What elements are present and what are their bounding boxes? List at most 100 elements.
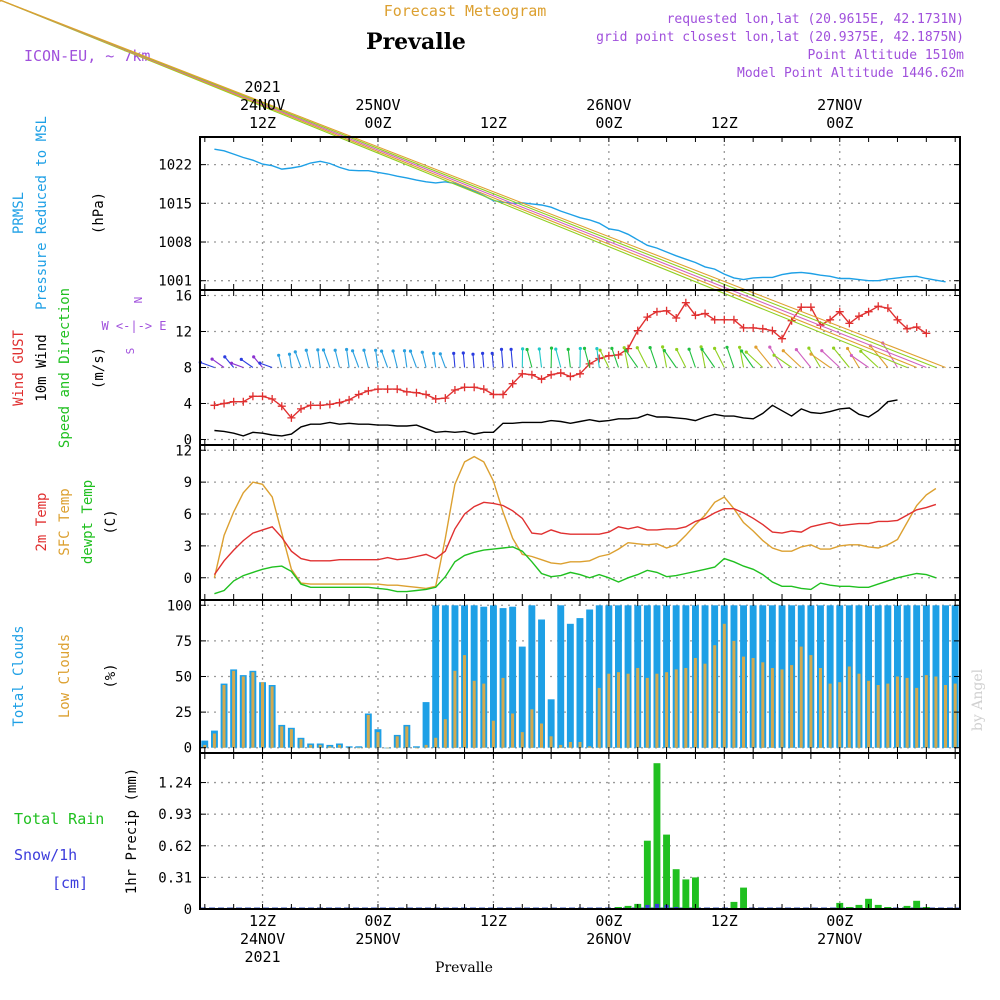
gust-marker xyxy=(691,311,700,320)
gust-marker xyxy=(393,385,402,394)
wind-arrow-head xyxy=(554,347,558,351)
low-clouds-bar xyxy=(732,640,736,748)
wind-arrow-head xyxy=(624,349,628,353)
wind-arrow xyxy=(0,0,937,369)
precip-unit: 1hr Precip (mm) xyxy=(124,768,140,894)
total-clouds-bar xyxy=(884,605,892,748)
wind-arrow-head xyxy=(595,347,599,351)
temp-label: SFC Temp xyxy=(57,488,73,555)
gust-marker xyxy=(922,329,931,338)
wind-arrow xyxy=(795,349,812,368)
dewpoint-line xyxy=(214,546,937,595)
top-time-label: 00Z xyxy=(826,114,853,132)
wind-arrow-head xyxy=(744,350,748,354)
low-clouds-bar xyxy=(742,656,745,748)
y-tick-label: 1015 xyxy=(158,196,192,212)
low-clouds-bar xyxy=(549,736,553,748)
wind-arrow xyxy=(253,356,263,368)
low-clouds-bar xyxy=(357,747,361,749)
gust-marker xyxy=(556,368,565,377)
wind-arrow-head xyxy=(768,345,772,349)
gust-marker xyxy=(441,394,450,403)
gust-marker xyxy=(248,392,257,401)
wind-arrow xyxy=(688,349,696,368)
wind-arrow xyxy=(741,350,754,368)
total-clouds-bar xyxy=(874,605,882,748)
low-clouds-bar xyxy=(790,665,794,748)
rain-bar xyxy=(855,904,863,909)
top-time-label: 27NOV xyxy=(817,96,862,114)
low-clouds-bar xyxy=(491,720,495,748)
y-tick-label: 0 xyxy=(184,741,192,757)
low-clouds-bar xyxy=(895,676,899,748)
wind-arrow xyxy=(0,0,927,369)
gust-marker xyxy=(662,306,671,315)
wind-arrow xyxy=(538,348,543,368)
wind-arrow-head xyxy=(754,345,758,349)
wind-arrow-head xyxy=(481,351,485,355)
gust-marker xyxy=(652,307,661,316)
low-clouds-bar xyxy=(289,729,293,748)
model-altitude: Model Point Altitude 1446.62m xyxy=(737,66,964,81)
low-clouds-bar xyxy=(472,680,476,748)
total-clouds-bar xyxy=(538,619,545,748)
low-clouds-bar xyxy=(819,668,822,748)
rain-bar xyxy=(653,763,661,909)
gust-marker xyxy=(710,315,719,324)
gust-marker xyxy=(479,385,488,394)
wind-arrow xyxy=(726,347,735,368)
top-time-label: 12Z xyxy=(480,114,507,132)
total-clouds-bar xyxy=(355,746,363,748)
low-clouds-bar xyxy=(684,668,688,748)
frame-layer xyxy=(199,136,961,910)
rain-bar xyxy=(692,877,699,909)
plot-frame xyxy=(199,136,961,910)
total-clouds-bar xyxy=(865,605,872,748)
wind-arrow xyxy=(526,349,533,368)
y-tick-label: 16 xyxy=(175,289,192,305)
rain-bar xyxy=(643,840,651,909)
wind-arrow-head xyxy=(675,347,679,352)
low-clouds-bar xyxy=(511,713,515,748)
y-tick-label: 1008 xyxy=(158,235,192,251)
total-clouds-bar xyxy=(201,740,209,748)
low-clouds-bar xyxy=(520,732,524,748)
low-clouds-bar xyxy=(203,744,207,748)
low-clouds-bar xyxy=(232,670,236,748)
gust-marker xyxy=(306,401,315,410)
total-clouds-bar xyxy=(441,605,449,748)
gust-marker xyxy=(681,298,690,307)
low-clouds-bar xyxy=(540,723,543,748)
gust-marker xyxy=(633,326,642,335)
temp-2m-line xyxy=(213,501,937,576)
wind-arrow-head xyxy=(622,346,626,350)
gust-marker xyxy=(797,303,806,312)
wind-arrow-head xyxy=(832,346,836,350)
y-tick-label: 3 xyxy=(184,539,192,555)
gust-marker xyxy=(373,385,382,394)
wind-arrow-head xyxy=(525,347,529,352)
wind-arrow xyxy=(346,349,350,368)
wind-arrow-head xyxy=(566,347,570,351)
low-clouds-bar xyxy=(857,673,861,748)
wind-arrow-head xyxy=(859,349,863,353)
bottom-time-label: 12Z xyxy=(249,912,276,930)
gust-marker xyxy=(576,369,584,378)
requested-coordinates: requested lon,lat (20.9615E, 42.1731N) xyxy=(667,12,964,27)
low-clouds-bar xyxy=(376,732,380,748)
bottom-time-label: 26NOV xyxy=(586,930,631,948)
credit-watermark: by Angel xyxy=(970,668,986,731)
bottom-time-label: 12Z xyxy=(480,912,507,930)
rain-bar xyxy=(730,901,738,909)
gust-marker xyxy=(614,350,623,359)
temp-label: 2m Temp xyxy=(34,492,50,551)
wind-arrow-head xyxy=(351,349,355,353)
gust-marker xyxy=(460,383,469,392)
pressure-line xyxy=(214,148,946,283)
bottom-time-label: 2021 xyxy=(244,948,280,966)
low-clouds-bar xyxy=(463,655,466,748)
low-clouds-bar xyxy=(655,673,659,748)
compass-we: W <-|-> E xyxy=(101,319,166,333)
low-clouds-bar xyxy=(626,673,630,748)
